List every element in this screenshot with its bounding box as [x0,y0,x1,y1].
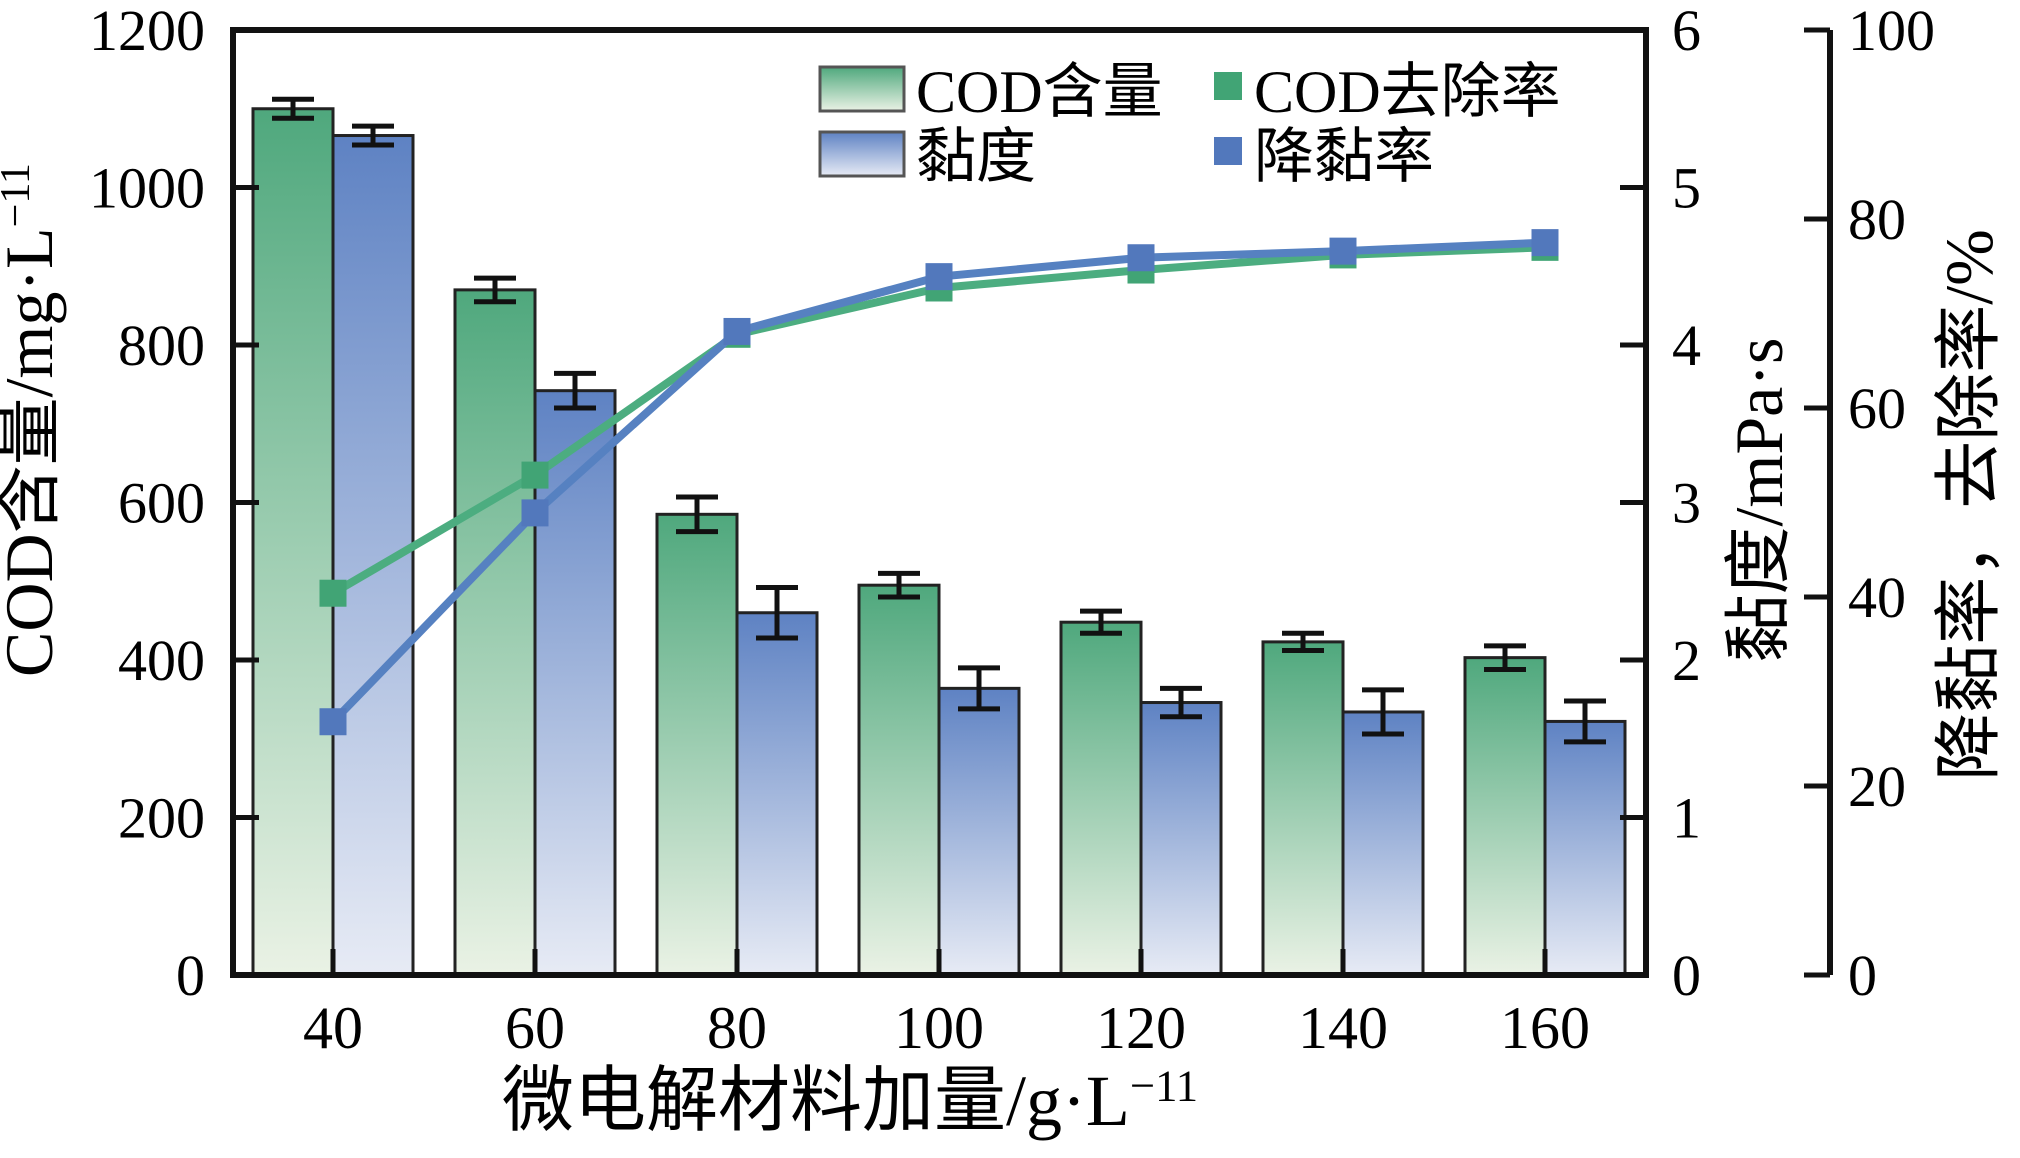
marker-viscosity-reduction-100 [925,263,953,291]
x-axis-title: 微电解材料加量/g·L−11 [502,1060,1198,1141]
left-tick-label-1200: 1200 [89,0,205,63]
legend-swatch-square-green [1214,72,1242,100]
bar-viscosity-160 [1543,719,1627,977]
x-tick-label-60: 60 [505,995,565,1061]
percent-tick-label-80: 80 [1848,187,1906,252]
marker-viscosity-reduction-60 [521,499,549,527]
errorbar-viscosity-80 [756,585,798,641]
errorbar-cod-60 [474,275,516,305]
marker-cod-removal-60 [521,461,549,489]
viscosity-tick-label-1: 1 [1672,786,1701,851]
errorbar-viscosity-140 [1362,687,1404,737]
bar-cod-100 [857,583,941,977]
errorbar-cod-40 [272,96,314,121]
viscosity-tick-label-5: 5 [1672,156,1701,221]
percent-axis-title: 降黏率，去除率/% [1931,229,2007,781]
viscosity-tick-label-6: 6 [1672,0,1701,63]
left-tick-label-0: 0 [176,943,205,1008]
x-tick-label-100: 100 [894,995,984,1061]
errorbar-viscosity-100 [958,665,1000,712]
left-tick-label-200: 200 [118,786,205,851]
bar-cod-140 [1261,640,1345,977]
viscosity-tick-label-2: 2 [1672,628,1701,693]
errorbar-cod-140 [1282,630,1324,654]
percent-tick-label-20: 20 [1848,754,1906,819]
left-axis-title: COD含量/mg·L−11 [0,163,67,677]
legend-label-0: COD含量 [916,59,1163,125]
errorbar-viscosity-120 [1160,685,1202,720]
marker-viscosity-reduction-80 [723,317,751,345]
errorbar-cod-80 [676,494,718,535]
bar-cod-40 [251,107,335,977]
bar-viscosity-120 [1139,701,1223,977]
x-tick-label-140: 140 [1298,995,1388,1061]
errorbar-cod-120 [1080,608,1122,636]
legend-swatch-gradient-green [818,65,906,113]
legend-label-1: 黏度 [916,124,1036,190]
viscosity-tick-label-4: 4 [1672,313,1701,378]
percent-tick-label-100: 100 [1848,0,1935,63]
viscosity-tick-label-0: 0 [1672,943,1701,1008]
percent-tick-label-60: 60 [1848,376,1906,441]
marker-cod-removal-40 [319,579,347,607]
legend-label-3: 降黏率 [1254,124,1434,190]
x-tick-label-160: 160 [1500,995,1590,1061]
marker-viscosity-reduction-40 [319,708,347,736]
viscosity-axis-title: 黏度/mPa·s [1721,338,1797,663]
x-tick-label-80: 80 [707,995,767,1061]
bar-cod-80 [655,512,739,977]
x-tick-label-120: 120 [1096,995,1186,1061]
legend-swatch-square-blue [1214,137,1242,165]
x-tick-label-40: 40 [303,995,363,1061]
marker-viscosity-reduction-160 [1531,229,1559,257]
errorbar-viscosity-160 [1564,698,1606,745]
bar-viscosity-80 [735,611,819,977]
left-tick-label-400: 400 [118,628,205,693]
errorbar-cod-160 [1484,643,1526,672]
left-tick-label-800: 800 [118,313,205,378]
marker-viscosity-reduction-120 [1127,244,1155,272]
marker-viscosity-reduction-140 [1329,237,1357,265]
legend-label-2: COD去除率 [1254,59,1561,125]
bar-cod-60 [453,288,537,977]
bar-cod-120 [1059,620,1143,977]
errorbar-viscosity-40 [352,123,394,148]
viscosity-tick-label-3: 3 [1672,471,1701,536]
bar-viscosity-100 [937,686,1021,977]
bar-viscosity-140 [1341,710,1425,977]
left-tick-label-600: 600 [118,471,205,536]
percent-tick-label-40: 40 [1848,565,1906,630]
legend-swatch-gradient-blue [818,130,906,178]
errorbar-viscosity-60 [554,370,596,411]
percent-tick-label-0: 0 [1848,943,1877,1008]
bar-cod-160 [1463,656,1547,977]
left-tick-label-1000: 1000 [89,156,205,221]
errorbar-cod-100 [878,570,920,600]
